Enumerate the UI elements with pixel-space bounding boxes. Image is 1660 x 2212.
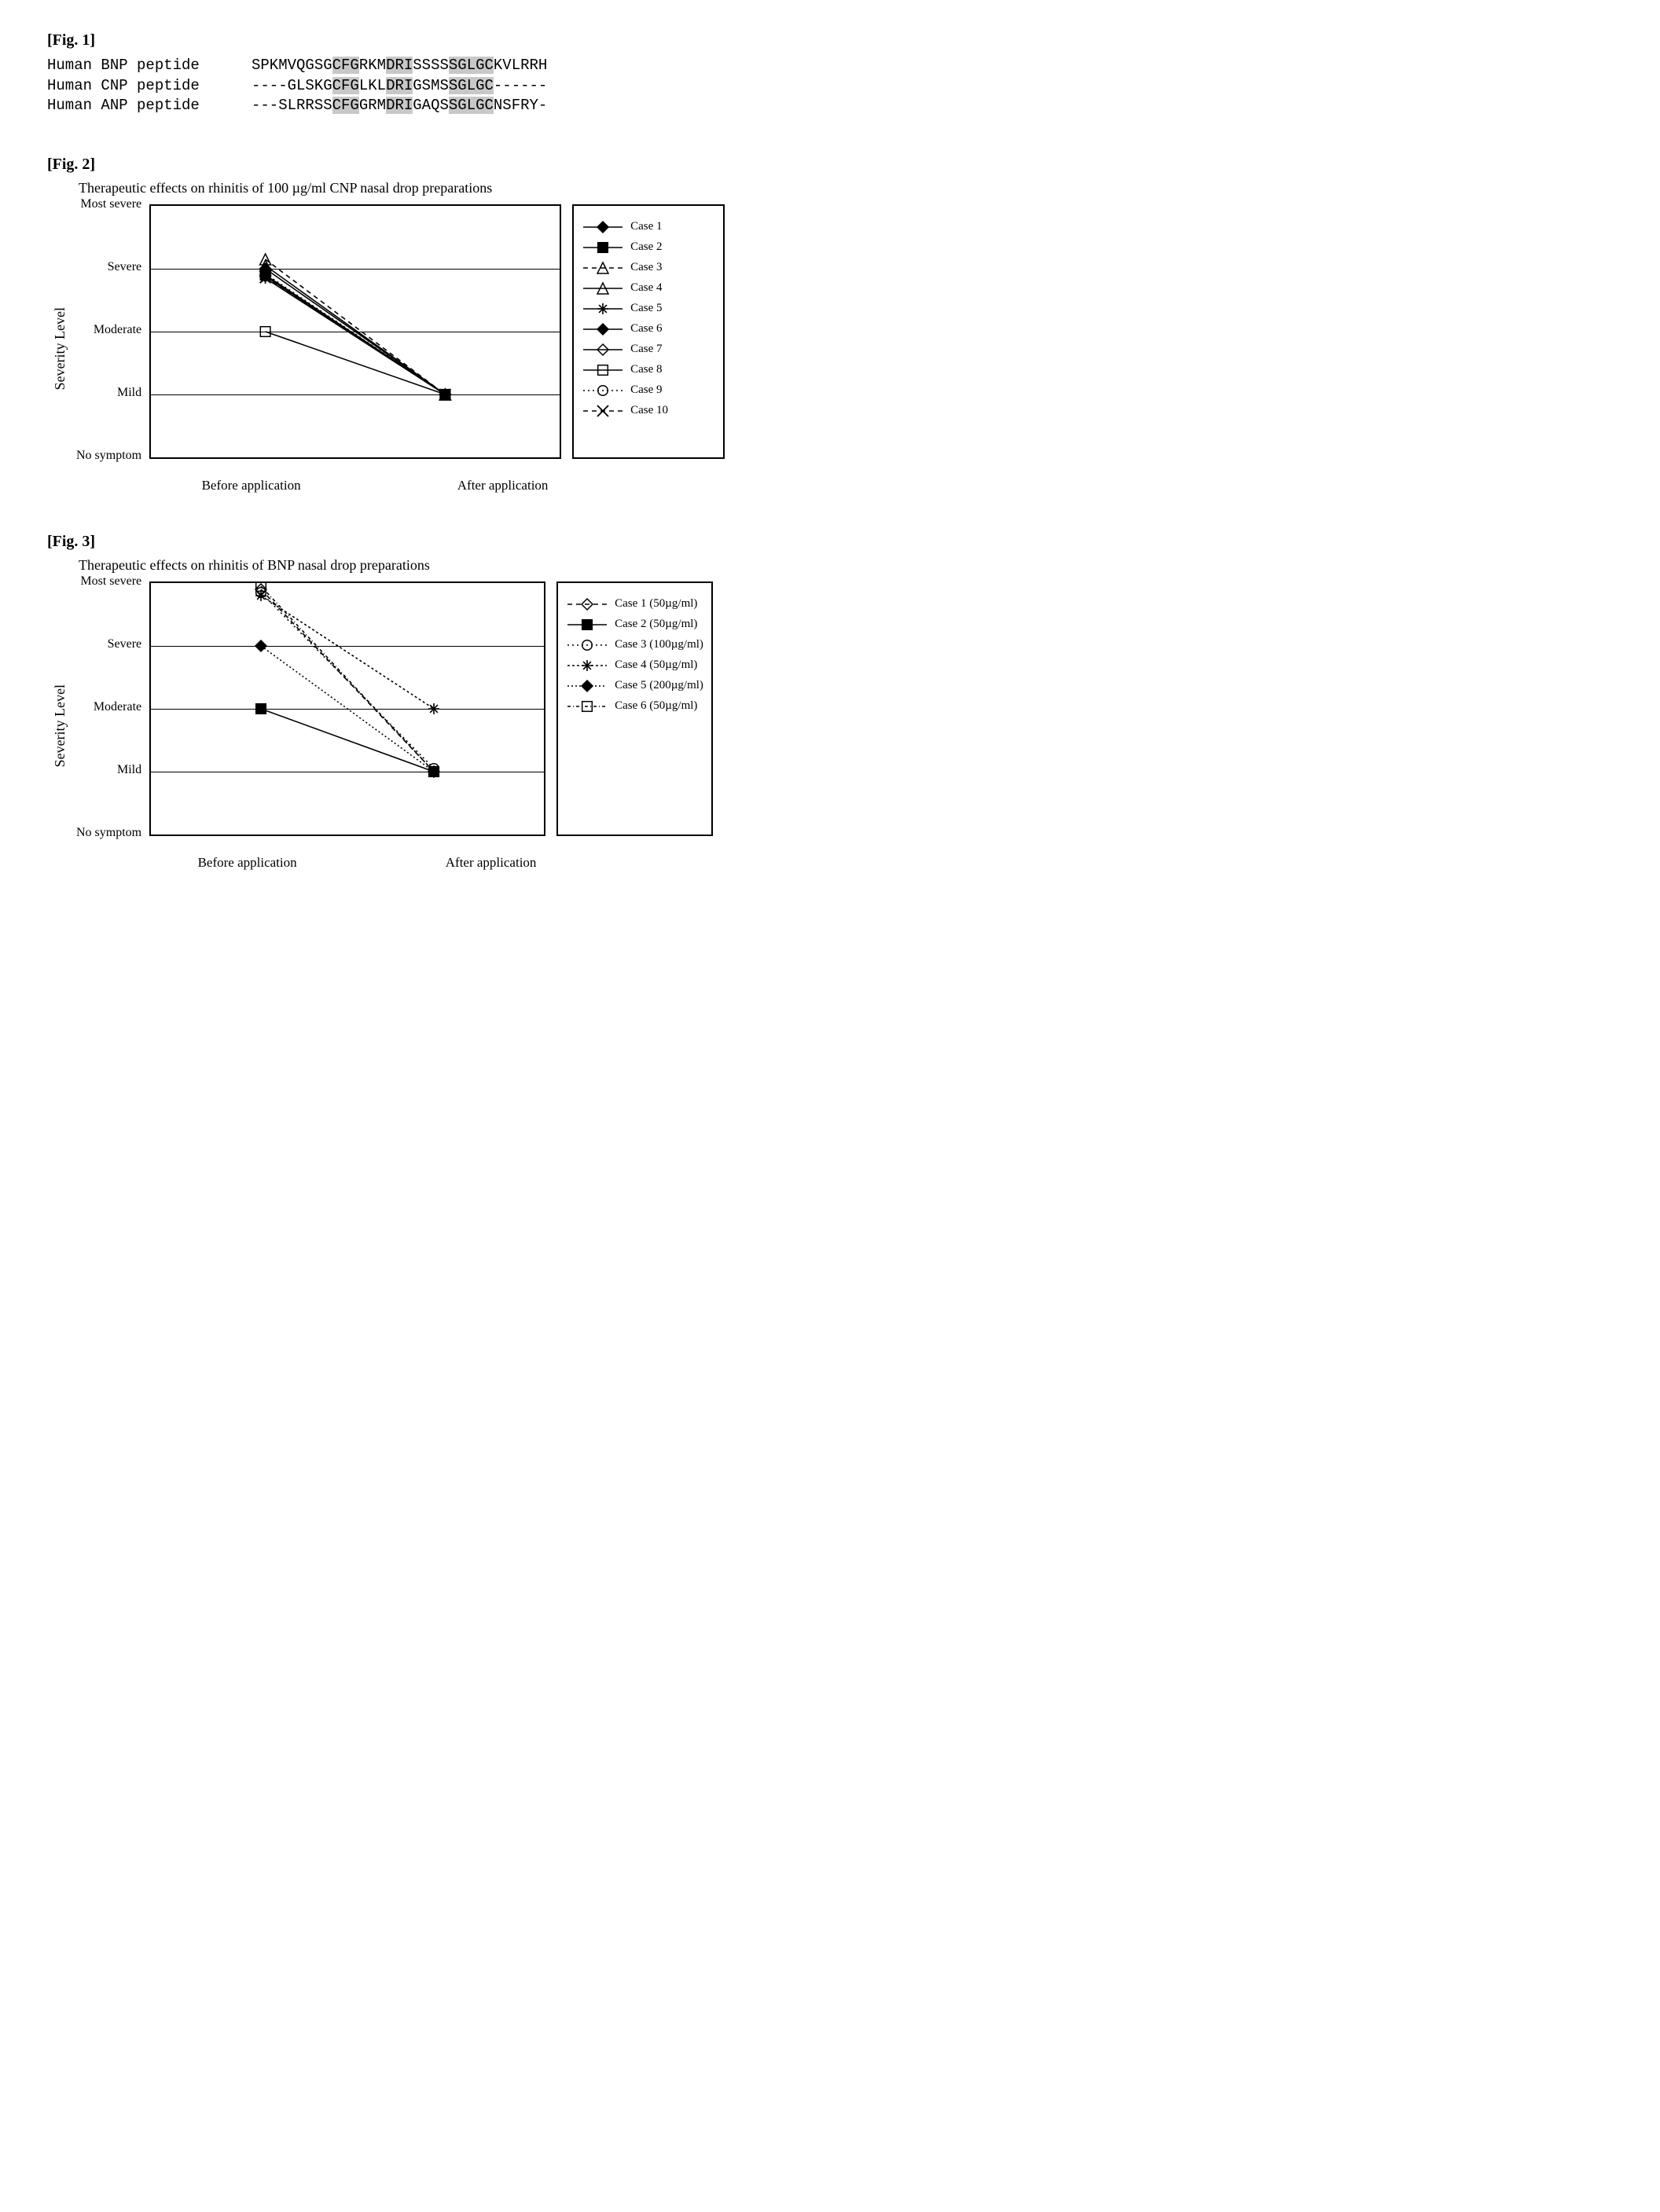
legend-label: Case 10 xyxy=(630,404,668,417)
legend-item: Case 1 (50µg/ml) xyxy=(566,597,703,611)
xtick-label: After application xyxy=(446,855,537,871)
figure-1: [Fig. 1] Human BNP peptideSPKMVQGSGCFGRK… xyxy=(47,31,1613,116)
legend-label: Case 3 (100µg/ml) xyxy=(615,638,703,651)
legend-item: Case 10 xyxy=(582,404,715,418)
legend-label: Case 6 xyxy=(630,322,662,336)
legend-label: Case 1 (50µg/ml) xyxy=(615,597,697,611)
legend-label: Case 2 (50µg/ml) xyxy=(615,618,697,631)
fig3-plot-area xyxy=(149,581,545,836)
fig3-ylabel: Severity Level xyxy=(47,684,73,767)
fig3-title: Therapeutic effects on rhinitis of BNP n… xyxy=(79,557,1613,574)
sequence-row: Human CNP peptide----GLSKGCFGLKLDRIGSMSS… xyxy=(47,76,1613,97)
legend-label: Case 4 xyxy=(630,281,662,295)
fig3-yticks: Most severeSevereModerateMildNo symptom xyxy=(76,581,149,833)
legend-item: Case 1 xyxy=(582,220,715,234)
legend-label: Case 5 (200µg/ml) xyxy=(615,679,703,692)
legend-label: Case 6 (50µg/ml) xyxy=(615,699,697,713)
fig3-legend: Case 1 (50µg/ml) Case 2 (50µg/ml) Case 3 (… xyxy=(556,581,713,836)
sequence-name: Human ANP peptide xyxy=(47,96,252,116)
fig2-title: Therapeutic effects on rhinitis of 100 µ… xyxy=(79,180,1613,196)
legend-item: Case 4 xyxy=(582,281,715,295)
legend-label: Case 4 (50µg/ml) xyxy=(615,658,697,672)
fig2-yticks: Most severeSevereModerateMildNo symptom xyxy=(76,204,149,456)
sequence-row: Human BNP peptideSPKMVQGSGCFGRKMDRISSSSS… xyxy=(47,56,1613,76)
fig3-chart: Severity Level Most severeSevereModerate… xyxy=(47,581,1613,871)
fig3-label: [Fig. 3] xyxy=(47,533,1613,551)
sequence-text: ---SLRRSSCFGGRMDRIGAQSSGLGCNSFRY- xyxy=(252,96,547,116)
legend-label: Case 2 xyxy=(630,240,662,254)
legend-label: Case 5 xyxy=(630,302,662,315)
legend-label: Case 9 xyxy=(630,383,662,397)
legend-item: Case 8 xyxy=(582,363,715,377)
fig2-label: [Fig. 2] xyxy=(47,156,1613,174)
legend-item: Case 3 xyxy=(582,261,715,275)
fig2-legend: Case 1 Case 2 Case 3 Case 4 Case 5 Case 6 Case… xyxy=(572,204,725,459)
legend-label: Case 3 xyxy=(630,261,662,274)
sequence-text: SPKMVQGSGCFGRKMDRISSSSSGLGCKVLRRH xyxy=(252,56,547,76)
legend-item: Case 7 xyxy=(582,343,715,357)
legend-item: Case 6 xyxy=(582,322,715,336)
xtick-label: Before application xyxy=(202,478,301,493)
fig1-label: [Fig. 1] xyxy=(47,31,1613,50)
legend-item: Case 9 xyxy=(582,383,715,398)
fig3-xlabels: Before application After application xyxy=(123,855,611,871)
legend-item: Case 3 (100µg/ml) xyxy=(566,638,703,652)
legend-item: Case 2 xyxy=(582,240,715,255)
fig2-xlabels: Before application After application xyxy=(123,478,626,493)
legend-label: Case 8 xyxy=(630,363,662,376)
xtick-label: After application xyxy=(457,478,549,493)
legend-label: Case 1 xyxy=(630,220,662,233)
sequence-name: Human CNP peptide xyxy=(47,76,252,97)
sequence-name: Human BNP peptide xyxy=(47,56,252,76)
fig2-ylabel: Severity Level xyxy=(47,307,73,390)
legend-item: Case 5 xyxy=(582,302,715,316)
legend-item: Case 5 (200µg/ml) xyxy=(566,679,703,693)
figure-3: [Fig. 3] Therapeutic effects on rhinitis… xyxy=(47,533,1613,871)
sequence-text: ----GLSKGCFGLKLDRIGSMSSGLGC------ xyxy=(252,76,547,97)
fig1-sequences: Human BNP peptideSPKMVQGSGCFGRKMDRISSSSS… xyxy=(47,56,1613,116)
fig2-chart: Severity Level Most severeSevereModerate… xyxy=(47,204,1613,493)
sequence-row: Human ANP peptide---SLRRSSCFGGRMDRIGAQSS… xyxy=(47,96,1613,116)
fig2-plot-area xyxy=(149,204,561,459)
legend-item: Case 6 (50µg/ml) xyxy=(566,699,703,713)
legend-item: Case 4 (50µg/ml) xyxy=(566,658,703,673)
legend-item: Case 2 (50µg/ml) xyxy=(566,618,703,632)
legend-label: Case 7 xyxy=(630,343,662,356)
figure-2: [Fig. 2] Therapeutic effects on rhinitis… xyxy=(47,156,1613,493)
xtick-label: Before application xyxy=(198,855,297,871)
